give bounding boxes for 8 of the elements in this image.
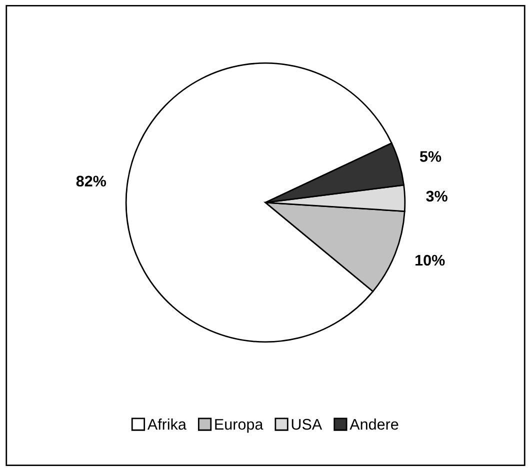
- data-label: 3%: [426, 190, 448, 202]
- legend-label: USA: [292, 418, 322, 430]
- legend-label: Europa: [215, 419, 264, 433]
- data-label: 5%: [420, 151, 442, 162]
- data-label: 10%: [416, 254, 445, 266]
- data-label: 82%: [76, 176, 106, 187]
- legend-label: Andere: [350, 418, 398, 430]
- legend-label: Afrika: [147, 418, 186, 430]
